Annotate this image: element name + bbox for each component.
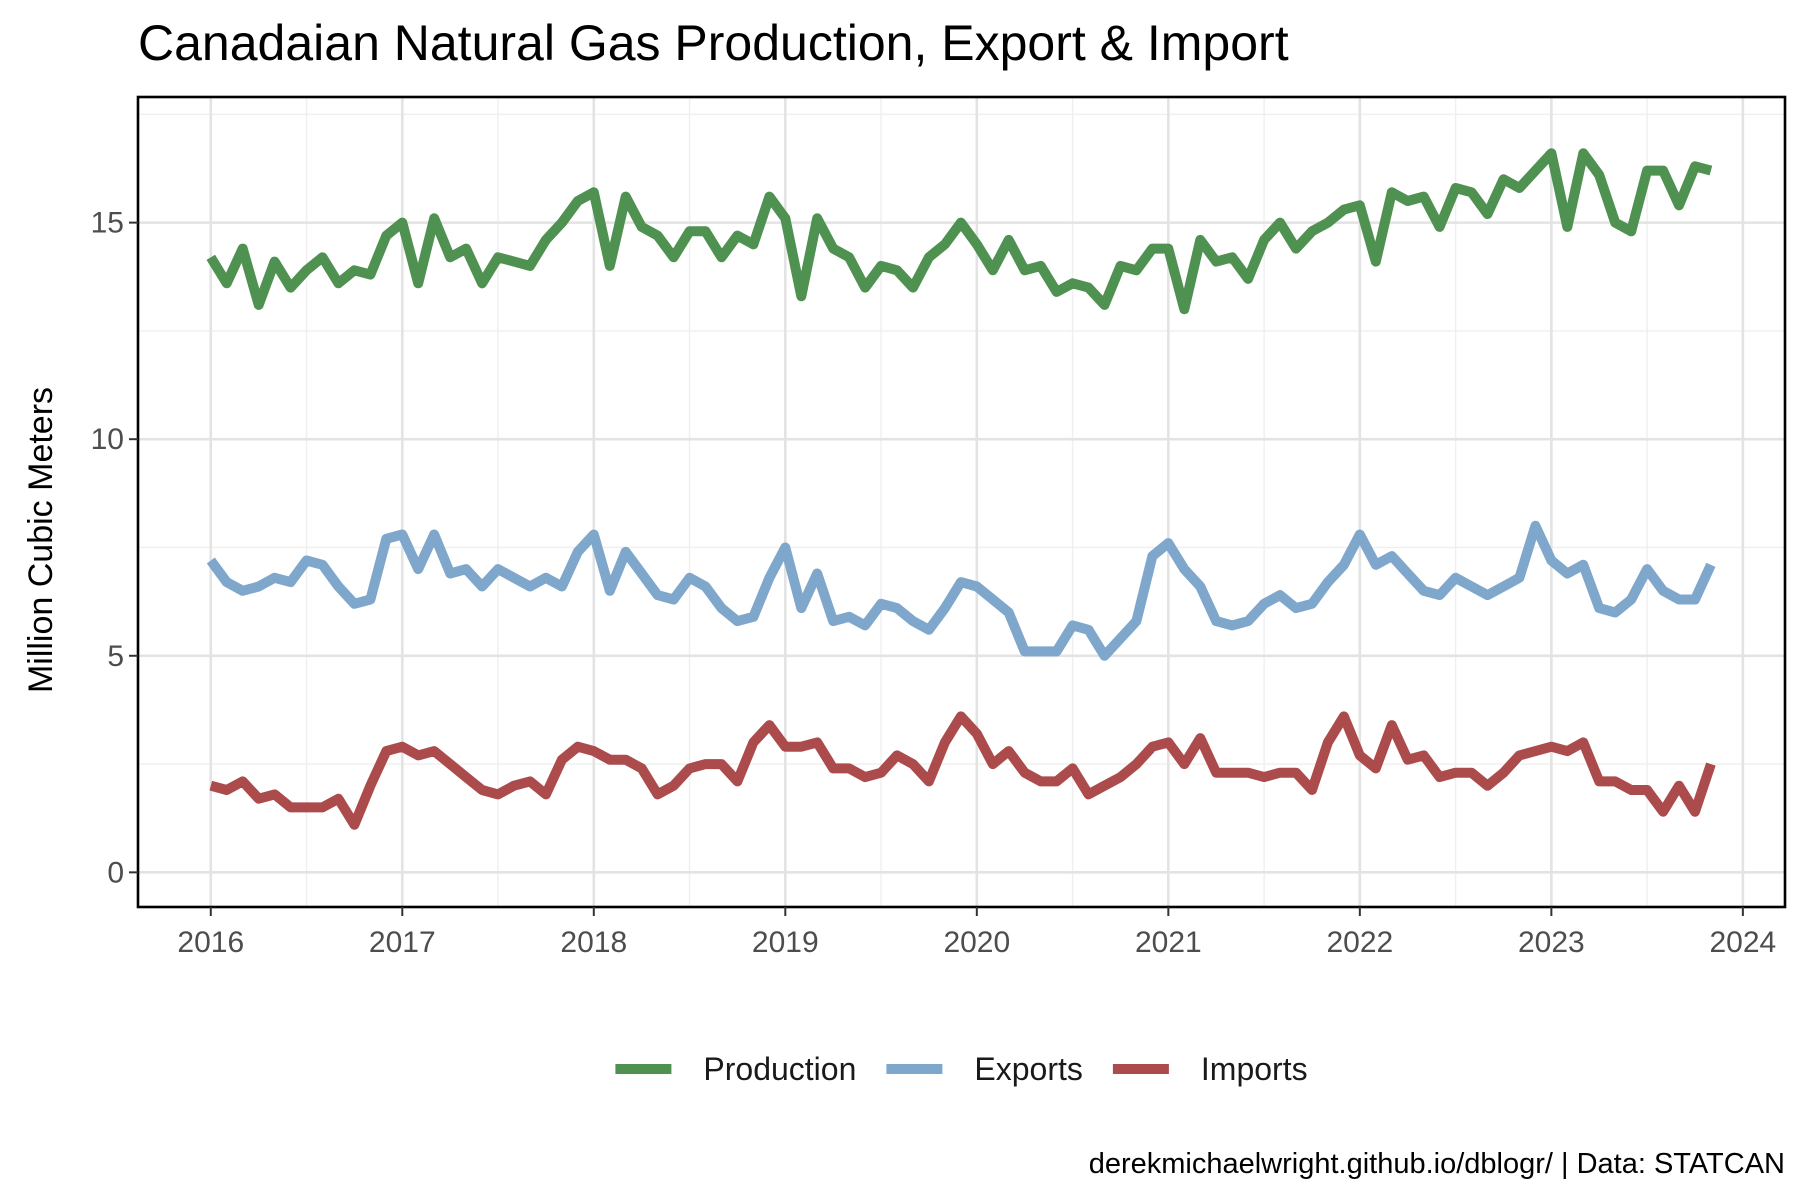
y-axis-label: Million Cubic Meters: [22, 387, 60, 693]
series-line-imports: [209, 711, 1716, 830]
legend: Production Exports Imports: [615, 1051, 1308, 1087]
axes: 2016 2017 2018 2019 2020 2021 2022 2023 2024 0 5 10…: [91, 207, 1777, 959]
x-tick-label: 2024: [1709, 926, 1776, 959]
y-tick-label: 5: [107, 640, 124, 673]
x-tick-label: 2023: [1518, 926, 1585, 959]
legend-item-exports: Exports: [886, 1051, 1083, 1087]
x-tick-label: 2017: [369, 926, 436, 959]
legend-label-exports: Exports: [974, 1051, 1082, 1087]
plot-border: [136, 95, 1787, 909]
legend-item-imports: Imports: [1112, 1051, 1308, 1087]
x-tick-label: 2016: [177, 926, 244, 959]
series-line-exports: [206, 520, 1716, 661]
x-tick-label: 2022: [1326, 926, 1393, 959]
x-tick-label: 2019: [752, 926, 819, 959]
caption: derekmichaelwright.github.io/dblogr/ | D…: [1089, 1148, 1785, 1180]
legend-item-production: Production: [615, 1051, 856, 1087]
y-tick-label: 0: [107, 856, 124, 889]
y-tick-label: 15: [91, 207, 124, 240]
legend-label-imports: Imports: [1201, 1051, 1308, 1087]
x-tick-label: 2021: [1135, 926, 1202, 959]
y-tick-label: 10: [91, 423, 124, 456]
series-line-production: [206, 148, 1713, 315]
chart-title: Canadaian Natural Gas Production, Export…: [138, 15, 1289, 71]
series-layer: [206, 148, 1716, 830]
x-tick-label: 2018: [560, 926, 627, 959]
x-tick-label: 2020: [943, 926, 1010, 959]
legend-label-production: Production: [703, 1051, 856, 1087]
